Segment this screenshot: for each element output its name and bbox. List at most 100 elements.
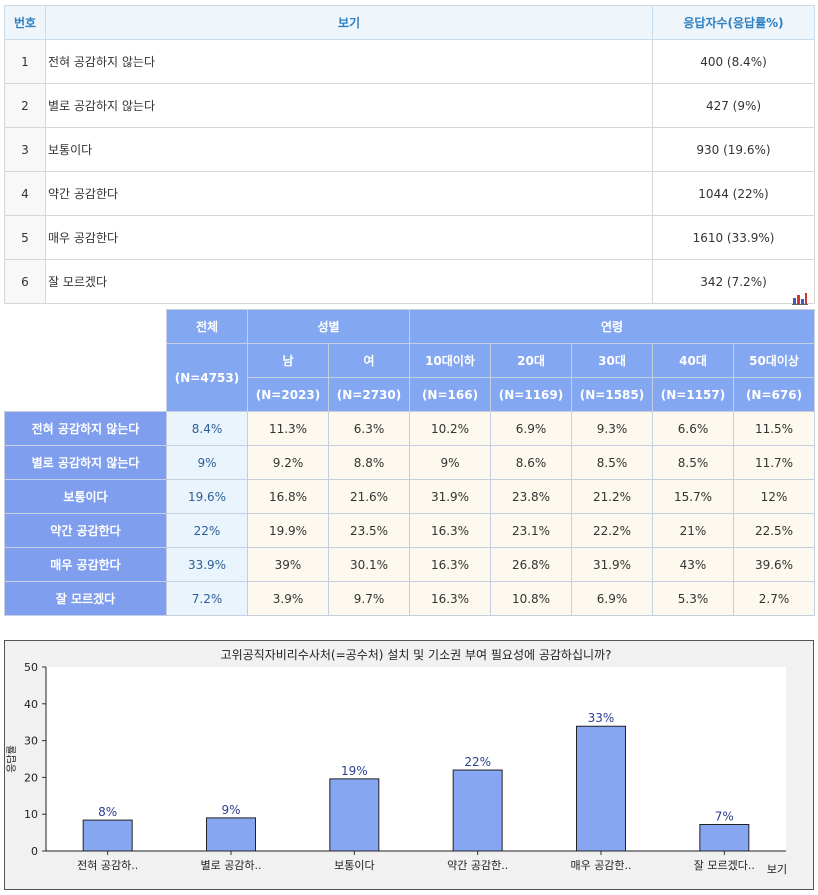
survey-result-table: 번호 보기 응답자수(응답률%) 1 전혀 공감하지 않는다 400 (8.4%… <box>4 5 815 304</box>
cell-value: 6.9% <box>490 411 572 446</box>
cell-value: 6.6% <box>652 411 734 446</box>
y-tick-label: 20 <box>24 771 38 784</box>
x-tick-label: 전혀 공감하.. <box>77 858 138 872</box>
row-number: 2 <box>4 83 46 128</box>
table-row: 전혀 공감하지 않는다 8.4% 11.3% 6.3% 10.2% 6.9% 9… <box>4 411 816 446</box>
row-count: 1610 (33.9%) <box>652 215 815 260</box>
group-n-teens: (N=166) <box>409 377 491 412</box>
cell-value: 21.6% <box>328 479 410 514</box>
cell-value: 16.3% <box>409 581 491 616</box>
cell-value: 6.9% <box>571 581 653 616</box>
data-label: 19% <box>341 764 368 778</box>
corner-blank <box>4 309 167 412</box>
row-label: 전혀 공감하지 않는다 <box>4 411 167 446</box>
cell-value: 8.6% <box>490 445 572 480</box>
row-label: 별로 공감하지 않는다 <box>4 445 167 480</box>
row-count: 1044 (22%) <box>652 171 815 216</box>
cell-value: 8.8% <box>328 445 410 480</box>
cell-value: 10.2% <box>409 411 491 446</box>
x-tick-label: 별로 공감하.. <box>200 858 261 872</box>
cell-value: 16.8% <box>247 479 329 514</box>
cell-value: 9.7% <box>328 581 410 616</box>
x-axis-label: 보기 <box>767 863 787 876</box>
table-row: 별로 공감하지 않는다 9% 9.2% 8.8% 9% 8.6% 8.5% 8.… <box>4 445 816 480</box>
survey-table-header: 번호 보기 응답자수(응답률%) <box>4 5 815 40</box>
bar-chart-icon[interactable] <box>792 292 808 305</box>
row-option: 전혀 공감하지 않는다 <box>45 39 653 84</box>
cell-value: 16.3% <box>409 547 491 582</box>
cell-value: 22.5% <box>732 513 816 548</box>
row-total: 22% <box>166 513 248 548</box>
total-n: (N=4753) <box>166 343 248 412</box>
row-total: 33.9% <box>166 547 248 582</box>
cell-value: 6.3% <box>328 411 410 446</box>
cell-value: 39.6% <box>732 547 816 582</box>
table-row: 3 보통이다 930 (19.6%) <box>4 127 815 172</box>
x-tick-label: 보통이다 <box>334 859 374 872</box>
group-label-teens: 10대이하 <box>409 343 491 378</box>
cell-value: 19.9% <box>247 513 329 548</box>
data-label: 33% <box>588 711 615 725</box>
cell-value: 16.3% <box>409 513 491 548</box>
cell-value: 11.7% <box>732 445 816 480</box>
group-label-40s: 40대 <box>652 343 734 378</box>
cell-value: 23.5% <box>328 513 410 548</box>
table-row: 6 잘 모르겠다 342 (7.2%) <box>4 259 815 304</box>
y-tick-label: 30 <box>24 735 38 748</box>
header-option: 보기 <box>45 5 653 40</box>
row-option: 매우 공감한다 <box>45 215 653 260</box>
row-number: 4 <box>4 171 46 216</box>
chart-canvas: 고위공직자비리수사처(=공수처) 설치 및 기소권 부여 필요성에 공감하십니까… <box>6 648 787 876</box>
cell-value: 15.7% <box>652 479 734 514</box>
group-label-30s: 30대 <box>571 343 653 378</box>
group-label-20s: 20대 <box>490 343 572 378</box>
group-n-female: (N=2730) <box>328 377 410 412</box>
row-count: 930 (19.6%) <box>652 127 815 172</box>
cell-value: 8.5% <box>652 445 734 480</box>
header-count: 응답자수(응답률%) <box>652 5 815 40</box>
table-row: 잘 모르겠다 7.2% 3.9% 9.7% 16.3% 10.8% 6.9% 5… <box>4 581 816 616</box>
x-tick-label: 잘 모르겠다.. <box>694 859 755 872</box>
chart-title: 고위공직자비리수사처(=공수처) 설치 및 기소권 부여 필요성에 공감하십니까… <box>221 648 612 662</box>
header-no: 번호 <box>4 5 46 40</box>
table-row: 보통이다 19.6% 16.8% 21.6% 31.9% 23.8% 21.2%… <box>4 479 816 514</box>
table-row: 2 별로 공감하지 않는다 427 (9%) <box>4 83 815 128</box>
row-number: 6 <box>4 259 46 304</box>
row-count: 427 (9%) <box>652 83 815 128</box>
row-total: 19.6% <box>166 479 248 514</box>
bar <box>576 725 626 852</box>
total-header: 전체 <box>166 309 248 344</box>
group-n-20s: (N=1169) <box>490 377 572 412</box>
row-label: 보통이다 <box>4 479 167 514</box>
table-row: 매우 공감한다 33.9% 39% 30.1% 16.3% 26.8% 31.9… <box>4 547 816 582</box>
cell-value: 2.7% <box>732 581 816 616</box>
cell-value: 11.5% <box>732 411 816 446</box>
y-tick-label: 10 <box>24 808 38 821</box>
row-count: 400 (8.4%) <box>652 39 815 84</box>
x-tick-label: 매우 공감한.. <box>570 859 631 872</box>
cell-value: 8.5% <box>571 445 653 480</box>
cell-value: 9.3% <box>571 411 653 446</box>
bar <box>699 824 750 852</box>
y-tick-label: 50 <box>24 661 38 674</box>
cell-value: 39% <box>247 547 329 582</box>
cell-value: 23.8% <box>490 479 572 514</box>
row-number: 5 <box>4 215 46 260</box>
cell-value: 43% <box>652 547 734 582</box>
cell-value: 21.2% <box>571 479 653 514</box>
gender-header: 성별 <box>247 309 410 344</box>
row-option: 별로 공감하지 않는다 <box>45 83 653 128</box>
data-label: 9% <box>221 803 240 817</box>
row-label: 잘 모르겠다 <box>4 581 167 616</box>
cell-value: 23.1% <box>490 513 572 548</box>
group-n-male: (N=2023) <box>247 377 329 412</box>
row-label: 약간 공감한다 <box>4 513 167 548</box>
crosstab-table: 전체 성별 연령 (N=4753) 남 여 10대이하 20대 30대 40대 … <box>4 309 816 616</box>
row-option: 잘 모르겠다 <box>45 259 653 304</box>
row-option: 약간 공감한다 <box>45 171 653 216</box>
table-row: 1 전혀 공감하지 않는다 400 (8.4%) <box>4 39 815 84</box>
table-row: 5 매우 공감한다 1610 (33.9%) <box>4 215 815 260</box>
bar <box>329 778 380 852</box>
cell-value: 12% <box>732 479 816 514</box>
cell-value: 9.2% <box>247 445 329 480</box>
